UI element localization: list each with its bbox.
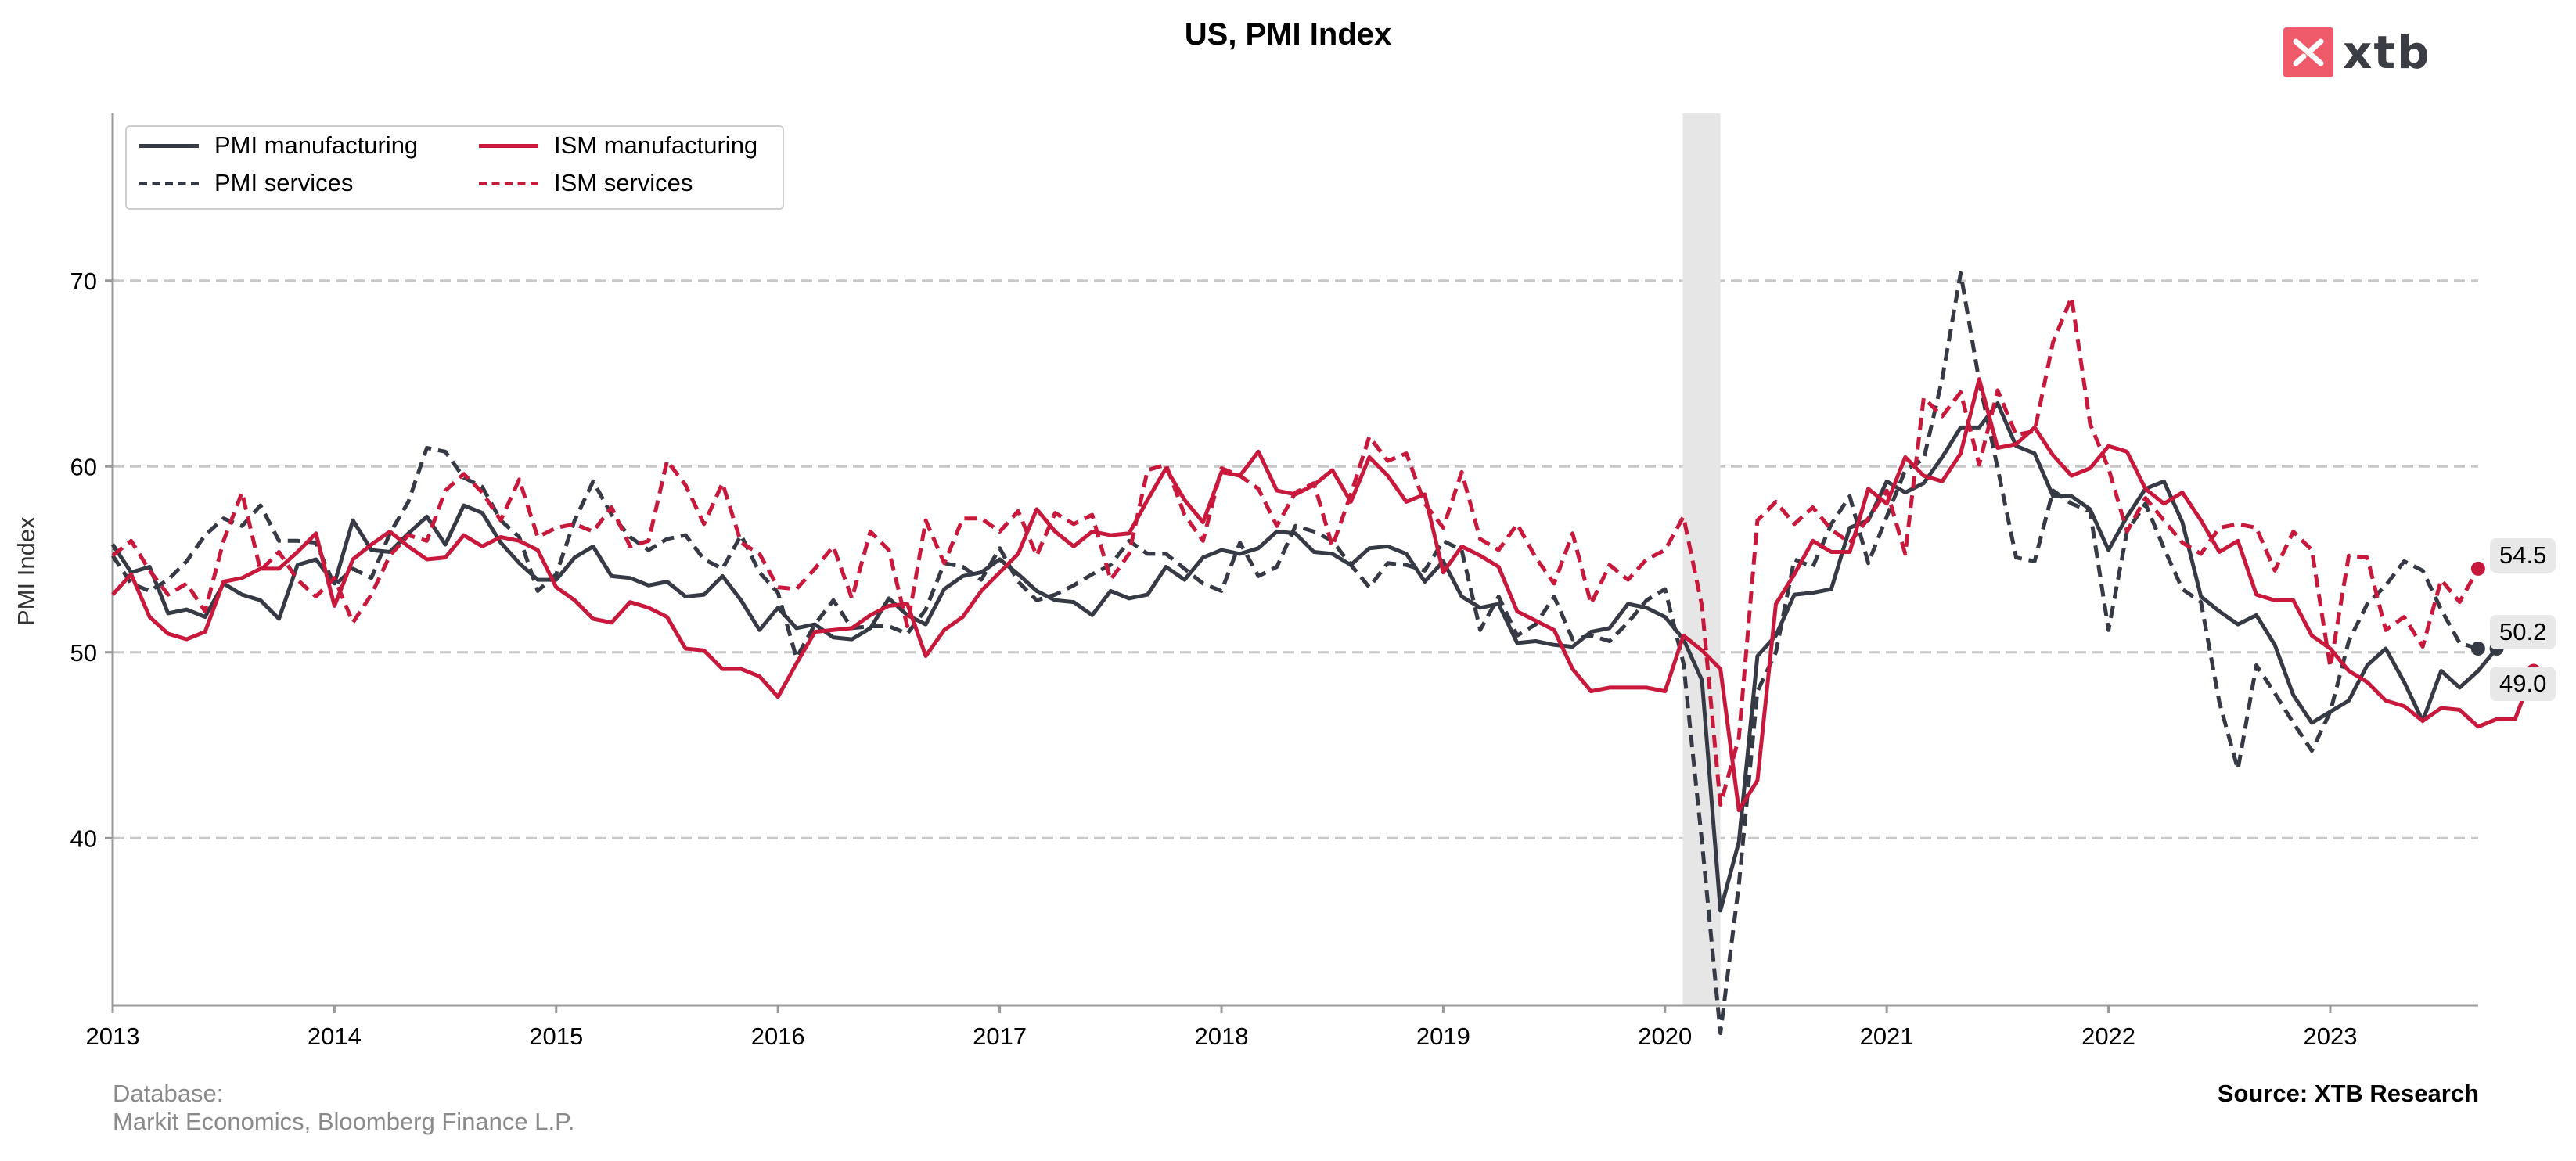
footer-database: Database: Markit Economics, Bloomberg Fi… — [113, 1080, 574, 1136]
legend-item-ism-manufacturing: ISM manufacturing — [479, 131, 757, 160]
chart-legend: PMI manufacturing PMI services ISM manuf… — [125, 125, 784, 210]
series-pmi-services — [110, 271, 2479, 1036]
end-point-pmi-services — [2470, 642, 2485, 656]
end-label-ism-services: 54.5 — [2490, 538, 2556, 573]
y-axis-label: PMI Index — [13, 516, 40, 626]
legend-item-pmi-services: PMI services — [139, 169, 353, 197]
xtb-logo: xtb — [2283, 26, 2431, 79]
legend-label: ISM services — [554, 169, 693, 196]
x-tick-label: 2015 — [529, 1023, 583, 1050]
y-tick-label: 70 — [70, 268, 97, 295]
x-tick-label: 2022 — [2081, 1023, 2135, 1050]
legend-swatch — [479, 143, 538, 148]
legend-item-pmi-manufacturing: PMI manufacturing — [139, 131, 418, 160]
legend-swatch — [479, 181, 538, 185]
series-layer — [110, 271, 2536, 1036]
chart-title: US, PMI Index — [1184, 17, 1392, 52]
logo-mark-icon — [2283, 27, 2333, 77]
axes — [111, 113, 2478, 1007]
y-tick-label: 60 — [70, 453, 97, 480]
logo-text: xtb — [2343, 26, 2431, 79]
y-tick-label: 50 — [70, 639, 97, 667]
x-tick-label: 2020 — [1638, 1023, 1692, 1050]
database-source: Markit Economics, Bloomberg Finance L.P. — [113, 1108, 575, 1135]
series-pmi-manufacturing — [110, 401, 2499, 913]
series-ism-manufacturing — [111, 377, 2536, 813]
legend-label: PMI services — [214, 169, 354, 196]
x-tick-label: 2023 — [2303, 1023, 2357, 1050]
tick-labels: 40 50 60 70 2013 2014 2015 2016 2017 2018 2019 2020… — [70, 268, 2358, 1050]
x-tick-label: 2016 — [751, 1023, 805, 1050]
footer-source: Source: XTB Research — [2217, 1080, 2479, 1107]
database-label: Database: — [113, 1080, 224, 1107]
legend-swatch — [139, 143, 199, 148]
end-label-pmi-services: 50.2 — [2490, 615, 2556, 649]
series-ism-services — [111, 295, 2481, 807]
x-tick-label: 2018 — [1195, 1023, 1249, 1050]
x-tick-label: 2021 — [1860, 1023, 1914, 1050]
shaded-region — [1682, 113, 1721, 1005]
legend-label: PMI manufacturing — [214, 131, 419, 159]
legend-swatch — [139, 181, 199, 185]
recession-shade — [1682, 113, 1721, 1005]
x-tick-label: 2014 — [308, 1023, 362, 1050]
y-tick-label: 40 — [70, 825, 97, 852]
grid-layer — [113, 279, 2478, 839]
end-label-ism-manufacturing: 49.0 — [2490, 667, 2556, 701]
x-tick-label: 2013 — [86, 1023, 140, 1050]
x-tick-label: 2017 — [973, 1023, 1027, 1050]
end-point-ism-services — [2470, 561, 2485, 576]
legend-label: ISM manufacturing — [554, 131, 758, 159]
legend-item-ism-services: ISM services — [479, 169, 693, 197]
x-tick-label: 2019 — [1416, 1023, 1470, 1050]
